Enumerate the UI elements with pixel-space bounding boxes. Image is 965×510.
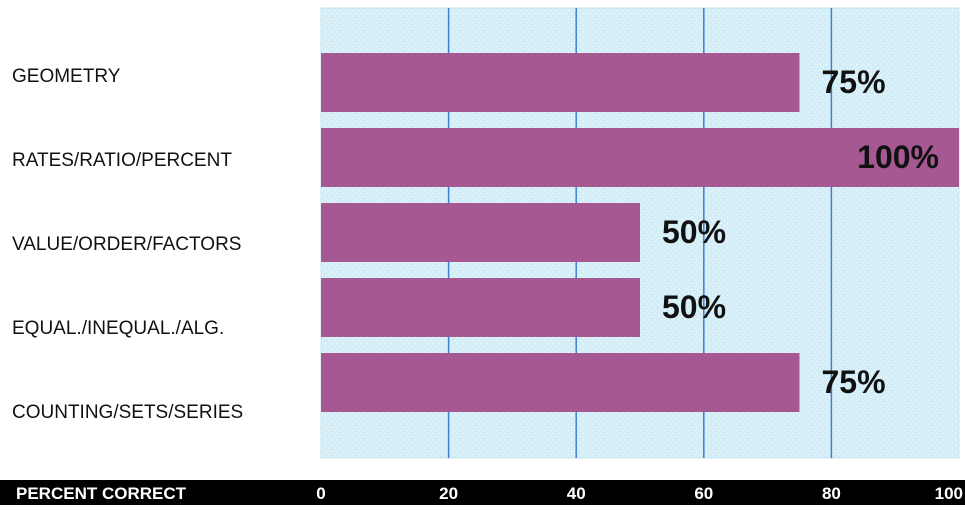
data-label: 100%: [857, 139, 939, 175]
x-tick-label: 100: [935, 484, 963, 503]
x-tick-label: 20: [439, 484, 458, 503]
bar: [321, 278, 640, 337]
category-labels: GEOMETRY RATES/RATIO/PERCENT VALUE/ORDER/F…: [12, 66, 243, 423]
x-tick-label: 0: [316, 484, 325, 503]
value-labels: 75% 100% 50% 50% 75%: [662, 64, 939, 400]
x-tick-label: 80: [822, 484, 841, 503]
category-label: GEOMETRY: [12, 66, 121, 87]
category-label: COUNTING/SETS/SERIES: [12, 402, 243, 423]
data-label: 50%: [662, 289, 726, 325]
x-tick-label: 60: [694, 484, 713, 503]
bars: [321, 53, 959, 412]
category-label: VALUE/ORDER/FACTORS: [12, 234, 241, 255]
category-label: RATES/RATIO/PERCENT: [12, 150, 232, 171]
bar: [321, 53, 800, 112]
data-label: 50%: [662, 214, 726, 250]
category-label: EQUAL./INEQUAL./ALG.: [12, 318, 224, 339]
x-tick-label: 40: [567, 484, 586, 503]
data-label: 75%: [822, 64, 886, 100]
x-axis-band: [0, 480, 965, 505]
bar: [321, 203, 640, 262]
x-axis-title: PERCENT CORRECT: [16, 484, 187, 503]
x-tick-labels: 0 20 40 60 80 100: [316, 484, 963, 503]
data-label: 75%: [822, 364, 886, 400]
bar: [321, 128, 959, 187]
bar: [321, 353, 800, 412]
